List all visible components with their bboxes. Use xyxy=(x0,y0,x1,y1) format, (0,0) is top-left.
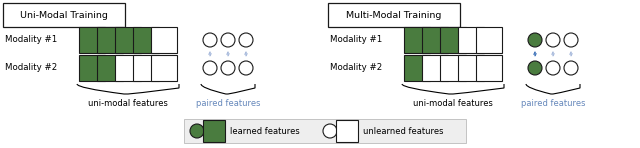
Bar xyxy=(336,120,358,142)
Ellipse shape xyxy=(528,61,542,75)
Bar xyxy=(476,55,502,81)
Bar xyxy=(422,55,448,81)
Bar xyxy=(440,55,466,81)
Text: uni-modal features: uni-modal features xyxy=(88,99,168,108)
Ellipse shape xyxy=(203,33,217,47)
FancyBboxPatch shape xyxy=(328,3,460,27)
Bar xyxy=(79,55,105,81)
Ellipse shape xyxy=(239,61,253,75)
Bar xyxy=(133,55,159,81)
Ellipse shape xyxy=(546,61,560,75)
Ellipse shape xyxy=(323,124,337,138)
Ellipse shape xyxy=(564,33,578,47)
Text: Modality #2: Modality #2 xyxy=(5,63,57,73)
Bar xyxy=(115,55,141,81)
Ellipse shape xyxy=(203,61,217,75)
FancyBboxPatch shape xyxy=(184,119,466,143)
Text: unlearned features: unlearned features xyxy=(363,127,444,136)
Text: Modality #2: Modality #2 xyxy=(330,63,382,73)
Bar xyxy=(422,27,448,53)
Bar xyxy=(458,55,484,81)
Bar xyxy=(97,55,123,81)
Text: paired features: paired features xyxy=(521,99,585,108)
Text: paired features: paired features xyxy=(196,99,260,108)
Text: learned features: learned features xyxy=(230,127,300,136)
Bar xyxy=(115,27,141,53)
Text: Modality #1: Modality #1 xyxy=(5,36,57,45)
Text: Uni-Modal Training: Uni-Modal Training xyxy=(20,11,108,20)
Bar xyxy=(203,120,225,142)
Text: uni-modal features: uni-modal features xyxy=(413,99,493,108)
Ellipse shape xyxy=(546,33,560,47)
Bar xyxy=(404,27,430,53)
Bar xyxy=(133,27,159,53)
Ellipse shape xyxy=(190,124,204,138)
FancyBboxPatch shape xyxy=(3,3,125,27)
Bar xyxy=(476,27,502,53)
Ellipse shape xyxy=(564,61,578,75)
Bar xyxy=(151,55,177,81)
Bar xyxy=(79,27,105,53)
Bar xyxy=(97,27,123,53)
Text: Modality #1: Modality #1 xyxy=(330,36,382,45)
Text: Multi-Modal Training: Multi-Modal Training xyxy=(346,11,442,20)
Ellipse shape xyxy=(528,33,542,47)
Bar xyxy=(404,55,430,81)
Bar xyxy=(151,27,177,53)
Bar xyxy=(458,27,484,53)
Ellipse shape xyxy=(221,33,235,47)
Bar xyxy=(440,27,466,53)
Ellipse shape xyxy=(221,61,235,75)
Ellipse shape xyxy=(239,33,253,47)
